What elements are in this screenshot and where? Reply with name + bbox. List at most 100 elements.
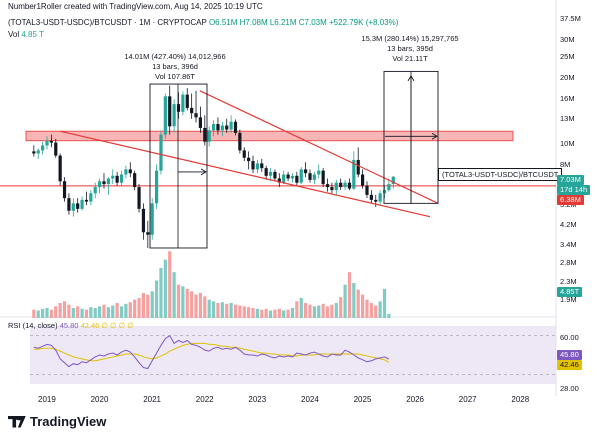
volume-bar: [207, 299, 211, 318]
candle: [137, 184, 141, 213]
candle: [251, 155, 255, 174]
candle-body: [277, 178, 281, 183]
right-measure-arrowhead-up: [407, 75, 415, 82]
candle-body: [247, 157, 251, 162]
candle-body: [54, 142, 58, 156]
candle: [36, 148, 40, 159]
left-measure-vol: Vol 107.86T: [154, 72, 196, 81]
candle: [282, 170, 286, 185]
drawings-back: [0, 130, 556, 187]
candle-body: [137, 187, 141, 209]
right-measure-arrowhead: [431, 132, 438, 140]
rsi-header[interactable]: RSI (14, close) 45.80 42.46 ∅ ∅ ∅ ∅: [8, 321, 134, 330]
candle: [185, 88, 189, 111]
time-tick: 2024: [301, 395, 319, 404]
volume-bar: [356, 289, 360, 318]
candle-body: [115, 175, 119, 183]
volume-bar: [317, 305, 321, 318]
price-tick: 2.8M: [560, 258, 577, 268]
rsi-ma-tag-value: 42.46: [560, 360, 579, 369]
price-tick: 2.3M: [560, 276, 577, 286]
rsi-tick: 60.00: [560, 333, 579, 343]
time-tick: 2028: [511, 395, 530, 404]
candle: [133, 170, 137, 191]
volume-bars: [32, 251, 391, 318]
volume-bar: [251, 308, 255, 318]
candle-body: [352, 159, 356, 189]
candle-body: [365, 185, 369, 195]
candle-body: [264, 168, 268, 176]
volume-bar: [58, 303, 62, 318]
candle-body: [220, 125, 224, 131]
candle-body: [80, 199, 84, 209]
volume-bar: [190, 291, 194, 318]
volume-bar: [229, 303, 233, 318]
volume-bar: [198, 293, 203, 318]
candle-body: [238, 132, 242, 151]
candle-body: [290, 175, 295, 179]
candle-body: [361, 174, 365, 186]
candle-body: [163, 96, 167, 135]
price-tick: 13M: [560, 113, 575, 123]
candle-body: [84, 199, 89, 202]
volume-bar: [374, 305, 378, 318]
candle-body: [282, 174, 286, 183]
candle: [71, 198, 75, 217]
candle-body: [32, 151, 36, 154]
candle: [203, 115, 207, 146]
volume-bar: [347, 272, 352, 318]
volume-bar: [334, 303, 338, 318]
candle: [211, 120, 216, 137]
volume-bar: [106, 307, 110, 318]
candle: [198, 106, 203, 133]
time-tick: 2021: [143, 395, 161, 404]
volume-bar: [150, 291, 154, 318]
volume-bar: [163, 259, 167, 318]
volume-bar: [312, 306, 316, 318]
tradingview-logo[interactable]: TradingView: [8, 414, 106, 429]
volume-bar: [247, 307, 251, 318]
volume-bar: [62, 301, 67, 318]
candle-body: [194, 113, 198, 118]
candle-body: [124, 169, 128, 175]
volume-tag: 4.85T: [557, 287, 583, 297]
candle-body: [128, 169, 132, 174]
candle: [339, 178, 343, 191]
candle-body: [374, 199, 378, 202]
volume-bar: [141, 293, 146, 318]
volume-bar: [185, 288, 189, 318]
price-tick: 25M: [560, 52, 575, 62]
upper-trendline: [199, 90, 439, 204]
candle-body: [225, 125, 229, 130]
price-tick: 4.2M: [560, 220, 577, 230]
right-measure-bars: 13 bars, 395d: [387, 44, 433, 53]
price-tick: 30M: [560, 35, 575, 45]
candle: [233, 119, 238, 136]
candle-body: [321, 170, 325, 185]
volume-bar: [286, 309, 290, 318]
candle: [255, 159, 259, 174]
candle: [216, 117, 220, 135]
symbol-header[interactable]: (TOTAL3-USDT-USDC)/BTCUSDT · 1M · CRYPTO…: [8, 18, 398, 27]
candle: [32, 145, 36, 157]
rsi-ma-tag: 42.46: [557, 360, 582, 370]
volume-bar: [115, 303, 119, 318]
candles: [32, 85, 395, 248]
candle-body: [343, 182, 347, 188]
candle-body: [251, 161, 255, 170]
volume-bar: [54, 306, 58, 318]
candle-body: [93, 187, 97, 194]
right-measure-vol: Vol 21.11T: [392, 54, 428, 63]
candle: [220, 121, 224, 137]
candle: [163, 93, 167, 139]
candle-body: [268, 171, 273, 176]
rsi-tag-value: 45.80: [560, 350, 579, 359]
candle: [268, 168, 273, 182]
volume-header[interactable]: Vol 4.85 T: [8, 30, 44, 39]
volume-bar: [93, 308, 97, 318]
candle: [382, 185, 387, 199]
candle-body: [58, 155, 62, 182]
price-tick: 10M: [560, 138, 575, 148]
volume-bar: [203, 296, 207, 318]
